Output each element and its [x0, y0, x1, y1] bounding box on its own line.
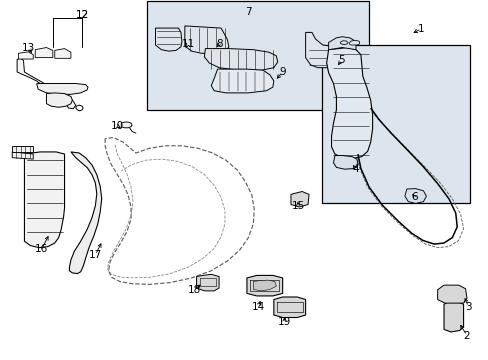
Polygon shape — [273, 297, 305, 318]
Text: 12: 12 — [75, 10, 89, 20]
Polygon shape — [121, 122, 132, 128]
Polygon shape — [46, 93, 72, 107]
Polygon shape — [155, 28, 182, 51]
Text: 1: 1 — [417, 24, 424, 34]
Polygon shape — [69, 152, 102, 274]
Polygon shape — [328, 37, 355, 50]
Polygon shape — [326, 48, 372, 158]
Text: 4: 4 — [352, 164, 359, 174]
Polygon shape — [196, 274, 219, 291]
Text: 10: 10 — [111, 121, 123, 131]
Text: 18: 18 — [187, 285, 201, 295]
Polygon shape — [443, 302, 463, 332]
Polygon shape — [19, 52, 33, 59]
Polygon shape — [204, 49, 277, 70]
Text: 11: 11 — [181, 39, 195, 49]
Polygon shape — [35, 48, 53, 58]
Text: 9: 9 — [279, 67, 285, 77]
Text: 13: 13 — [21, 42, 35, 53]
Polygon shape — [253, 280, 276, 291]
Bar — [321, 45, 469, 203]
Polygon shape — [246, 275, 282, 296]
Polygon shape — [37, 84, 88, 94]
Polygon shape — [184, 26, 228, 53]
Text: 2: 2 — [463, 330, 469, 341]
Text: 19: 19 — [277, 317, 291, 327]
Polygon shape — [349, 40, 359, 45]
Polygon shape — [17, 58, 76, 109]
Text: 8: 8 — [215, 39, 222, 49]
Polygon shape — [437, 285, 466, 303]
Polygon shape — [333, 156, 357, 169]
Bar — [146, 1, 368, 110]
Polygon shape — [55, 49, 71, 58]
Text: 7: 7 — [244, 6, 251, 17]
Text: 17: 17 — [88, 250, 102, 260]
Text: 5: 5 — [337, 55, 344, 66]
Polygon shape — [305, 32, 347, 68]
Text: 15: 15 — [291, 201, 305, 211]
Text: 12: 12 — [75, 10, 89, 20]
Polygon shape — [290, 192, 308, 207]
Polygon shape — [211, 69, 273, 93]
Text: 6: 6 — [410, 192, 417, 202]
Polygon shape — [12, 146, 33, 152]
Polygon shape — [24, 152, 64, 248]
Text: 16: 16 — [35, 244, 48, 254]
Polygon shape — [12, 152, 33, 159]
Text: 3: 3 — [464, 302, 471, 312]
Polygon shape — [404, 189, 426, 203]
Text: 14: 14 — [251, 302, 264, 312]
